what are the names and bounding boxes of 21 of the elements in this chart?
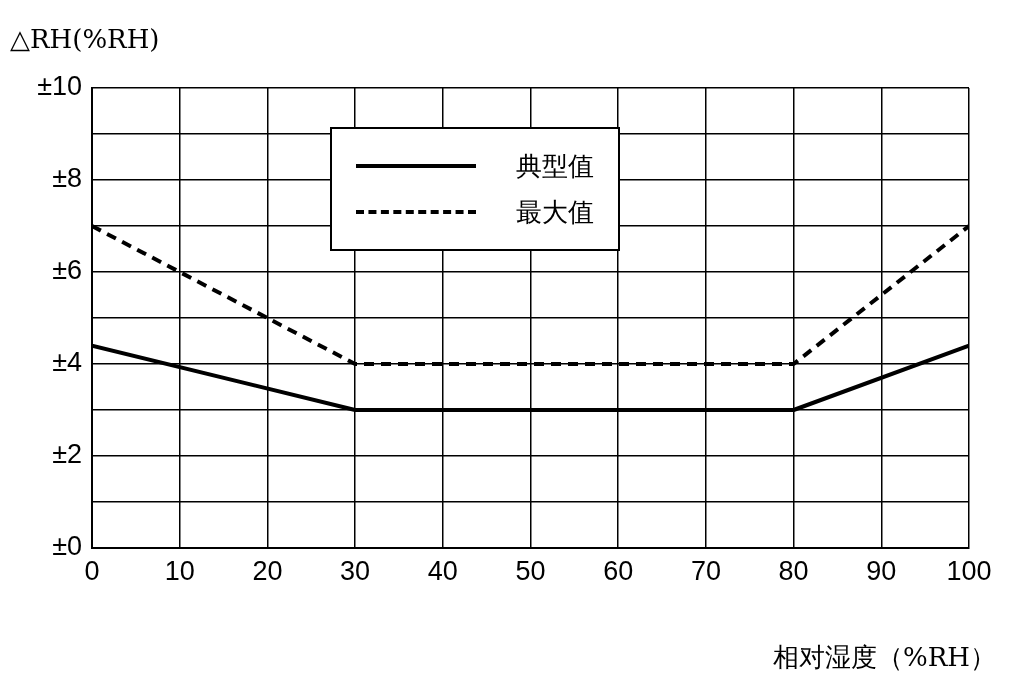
x-tick-label: 0: [84, 555, 100, 586]
x-tick-label: 50: [515, 555, 546, 586]
legend-label: 典型值: [516, 149, 594, 183]
x-tick-label: 10: [164, 555, 195, 586]
x-tick-label: 30: [340, 555, 371, 586]
y-axis-title: △RH(%RH): [10, 24, 160, 54]
x-tick-label: 80: [778, 555, 809, 586]
y-tick-label: ±8: [52, 163, 82, 194]
y-tick-label: ±0: [52, 531, 82, 562]
x-tick-label: 20: [252, 555, 283, 586]
y-tick-label: ±4: [52, 347, 82, 378]
x-axis-title: 相对湿度（%RH）: [773, 641, 996, 674]
x-tick-label: 40: [427, 555, 458, 586]
x-tick-label: 70: [690, 555, 721, 586]
x-tick-label: 60: [603, 555, 634, 586]
x-tick-label: 100: [946, 555, 992, 586]
y-tick-label: ±6: [52, 255, 82, 286]
y-tick-label: ±10: [37, 71, 82, 102]
y-tick-label: ±2: [52, 439, 82, 470]
x-tick-label: 90: [866, 555, 897, 586]
legend-label: 最大值: [516, 195, 594, 229]
